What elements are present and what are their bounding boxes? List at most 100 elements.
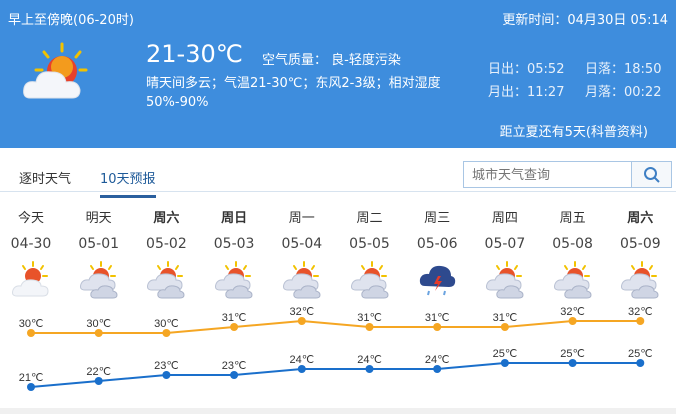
forecast-date: 04-30 bbox=[10, 236, 52, 252]
moonrise: 月出：11:27 bbox=[488, 85, 565, 100]
low-temp-line bbox=[30, 362, 641, 388]
low-temp-point bbox=[568, 359, 577, 367]
forecast-date: 05-06 bbox=[416, 236, 458, 252]
high-temp-point bbox=[27, 329, 35, 337]
sunset: 日落：18:50 bbox=[585, 62, 662, 77]
low-temp-label: 24℃ bbox=[425, 354, 450, 366]
low-temp-point bbox=[433, 365, 442, 373]
forecast-icon bbox=[65, 260, 133, 300]
high-temp-label: 31℃ bbox=[222, 312, 247, 324]
low-temp-label: 23℃ bbox=[222, 360, 247, 372]
partly-cloudy-icon bbox=[553, 261, 592, 299]
forecast-icon bbox=[0, 260, 65, 300]
forecast-icon bbox=[132, 260, 200, 300]
forecast-icon bbox=[403, 260, 471, 300]
high-temp-label: 31℃ bbox=[357, 312, 382, 324]
high-temp-point bbox=[636, 317, 645, 325]
partly-cloudy-icon bbox=[621, 261, 659, 299]
low-temp-label: 24℃ bbox=[290, 354, 315, 366]
low-temp-point bbox=[500, 359, 509, 367]
search-button[interactable] bbox=[631, 161, 672, 188]
high-temp-line bbox=[31, 319, 641, 334]
search-icon bbox=[643, 166, 660, 183]
forecast-day: 明天 bbox=[85, 211, 112, 226]
forecast-icon bbox=[268, 260, 336, 300]
partly-cloudy-icon bbox=[79, 261, 118, 299]
low-temp-point bbox=[162, 371, 171, 379]
tab-10day[interactable]: 10天预报 bbox=[100, 168, 156, 198]
high-temp-label: 32℃ bbox=[290, 306, 315, 318]
forecast-day: 今天 bbox=[17, 211, 44, 226]
low-temp-point bbox=[297, 365, 306, 373]
low-temp-point bbox=[27, 383, 35, 391]
partly-cloudy-icon bbox=[215, 261, 253, 299]
high-temp-point bbox=[568, 317, 577, 325]
high-temp-point bbox=[94, 329, 103, 337]
forecast-date: 05-09 bbox=[619, 236, 661, 252]
partly-cloudy-icon bbox=[485, 261, 524, 299]
sun-cloud-icon bbox=[23, 42, 88, 99]
high-temp-label: 31℃ bbox=[493, 312, 518, 324]
low-temp-label: 21℃ bbox=[19, 372, 44, 384]
thunderstorm-icon bbox=[420, 265, 456, 296]
low-temp-label: 23℃ bbox=[154, 360, 179, 372]
low-temp-label: 22℃ bbox=[86, 366, 111, 378]
period-label: 早上至傍晚(06-20时) bbox=[8, 13, 134, 28]
moonset: 月落：00:22 bbox=[585, 85, 662, 100]
low-temp-point bbox=[636, 359, 645, 367]
forecast-date: 05-04 bbox=[281, 236, 323, 252]
high-temp-label: 30℃ bbox=[154, 318, 179, 330]
high-temp-label: 32℃ bbox=[560, 306, 585, 318]
forecast-day: 周六 bbox=[153, 211, 180, 226]
high-temp-point bbox=[365, 323, 374, 331]
low-temp-point bbox=[230, 371, 239, 379]
low-temp-point bbox=[365, 365, 374, 373]
forecast-icon bbox=[539, 260, 607, 300]
low-temp-label: 25℃ bbox=[493, 348, 518, 360]
forecast-day: 周六 bbox=[627, 211, 654, 226]
high-temp-point bbox=[162, 329, 171, 337]
forecast-date: 05-02 bbox=[146, 236, 187, 252]
forecast-date: 05-03 bbox=[213, 236, 255, 252]
low-temp-label: 25℃ bbox=[560, 348, 585, 360]
high-temp-point bbox=[230, 323, 239, 331]
weather-description: 晴天间多云；气温21-30℃；东风2-3级；相对湿度50%-90% bbox=[146, 76, 441, 110]
high-temp-label: 31℃ bbox=[425, 312, 450, 324]
forecast-day: 周五 bbox=[559, 211, 586, 226]
forecast-date: 05-07 bbox=[484, 236, 526, 252]
city-search-input[interactable] bbox=[463, 161, 632, 188]
low-temp-point bbox=[94, 377, 103, 385]
high-temp-label: 32℃ bbox=[628, 306, 653, 318]
update-time: 更新时间：04月30日 05:14 bbox=[502, 13, 668, 28]
forecast-icon bbox=[200, 260, 268, 300]
tab-hourly[interactable]: 逐时天气 bbox=[19, 172, 72, 187]
forecast-icon bbox=[336, 260, 404, 300]
forecast-date: 05-01 bbox=[78, 236, 120, 252]
sunny-cloud-icon bbox=[12, 261, 49, 297]
forecast-date: 05-05 bbox=[349, 236, 390, 252]
forecast-day: 周四 bbox=[491, 211, 518, 226]
summer-note-link[interactable]: 距立夏还有5天(科普资料) bbox=[499, 125, 648, 140]
tab-bar: 逐时天气 10天预报 bbox=[0, 150, 676, 198]
low-temp-label: 25℃ bbox=[628, 348, 653, 360]
forecast-day: 周二 bbox=[356, 211, 383, 226]
partly-cloudy-icon bbox=[350, 261, 389, 299]
air-quality: 空气质量： 良-轻度污染 bbox=[262, 53, 401, 68]
high-temp-label: 30℃ bbox=[19, 318, 44, 330]
high-temp-point bbox=[297, 317, 306, 325]
low-temp-label: 24℃ bbox=[357, 354, 382, 366]
partly-cloudy-icon bbox=[282, 261, 321, 299]
forecast-icon bbox=[606, 260, 674, 300]
high-temp-point bbox=[433, 323, 442, 331]
partly-cloudy-icon bbox=[147, 261, 185, 299]
forecast-icon bbox=[471, 260, 539, 300]
sunrise: 日出：05:52 bbox=[488, 62, 565, 77]
forecast-day: 周一 bbox=[288, 211, 315, 226]
current-weather-panel: 早上至傍晚(06-20时) 更新时间：04月30日 05:14 21-30℃ 空… bbox=[0, 0, 676, 148]
high-temp-point bbox=[500, 323, 509, 331]
temperature-range: 21-30℃ bbox=[146, 40, 243, 68]
high-temp-label: 30℃ bbox=[86, 318, 111, 330]
forecast-day: 周三 bbox=[424, 211, 451, 226]
forecast-date: 05-08 bbox=[552, 236, 593, 252]
